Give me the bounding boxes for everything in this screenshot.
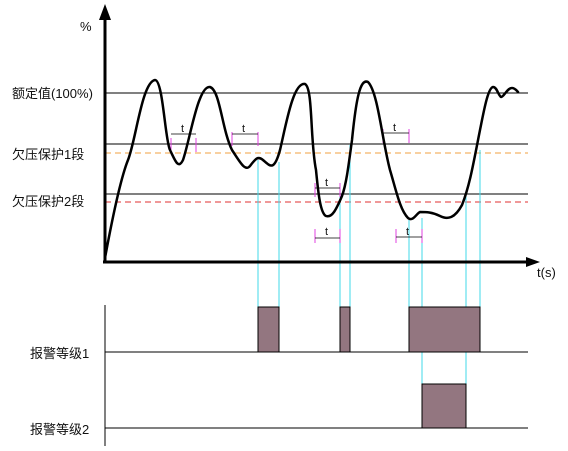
x-axis-arrowhead [526,257,540,267]
alarm-1-pulse [339,306,351,353]
axes [99,4,540,267]
alarm-1-pulse [257,306,280,353]
x-axis-label: t(s) [537,265,556,280]
alarm-2-label: 报警等级2 [30,422,89,437]
delay-label-5: t [393,122,396,134]
rated-level-label: 额定值(100%) [12,86,93,101]
y-axis-unit: % [80,19,92,34]
alarm-1-pulse [408,306,481,353]
delay-label-6: t [406,226,409,238]
delay-label-2: t [242,123,245,135]
alarm-1-pulses [257,306,481,353]
uv2-level-label: 欠压保护2段 [12,194,84,209]
alarm-2-pulse [421,383,467,429]
voltage-curve [103,78,520,260]
delay-label-3: t [325,177,328,189]
delay-label-4: t [325,226,328,238]
uv1-level-label: 欠压保护1段 [12,147,84,162]
alarm-1-label: 报警等级1 [30,346,89,361]
delay-label-1: t [181,123,184,135]
y-axis-arrowhead [99,4,111,20]
